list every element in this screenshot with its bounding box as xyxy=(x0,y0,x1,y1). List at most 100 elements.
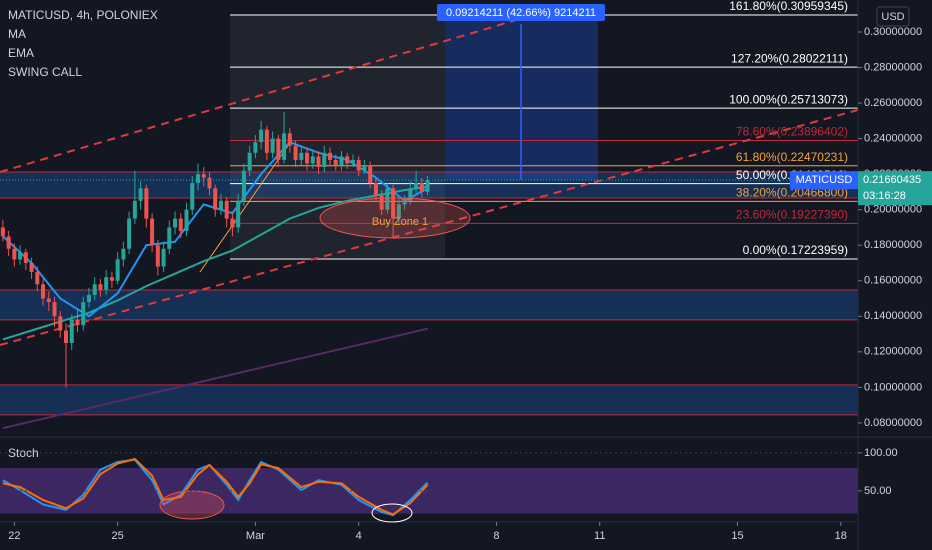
stoch-tick-label: 100.00 xyxy=(864,447,898,459)
candle-body xyxy=(339,156,344,166)
fib-label: 61.80%(0.22470231) xyxy=(736,150,848,164)
fib-label: 0.00%(0.17223959) xyxy=(743,243,848,257)
candle-body xyxy=(132,200,137,219)
line-series xyxy=(2,457,429,516)
candle-body xyxy=(419,183,424,192)
candle-body xyxy=(81,302,86,326)
y-tick-label: 0.12000000 xyxy=(864,346,922,358)
candle-body xyxy=(121,248,126,260)
y-tick-label: 0.08000000 xyxy=(864,417,922,429)
currency[interactable]: USD xyxy=(881,11,904,23)
buy-zone-label: Buy Zone 1 xyxy=(372,216,428,228)
candle-body xyxy=(322,152,327,168)
x-tick-label: 15 xyxy=(731,530,743,542)
candle-body xyxy=(178,218,183,232)
trend-line xyxy=(199,139,293,273)
candle-body xyxy=(201,174,206,178)
candle-body xyxy=(293,145,298,160)
zone xyxy=(0,384,858,415)
symbol-tag-box xyxy=(790,171,858,190)
candle-body xyxy=(327,152,333,160)
candle-body xyxy=(299,152,304,160)
y-tick-label: 0.24000000 xyxy=(864,133,922,145)
stoch-title: Stoch xyxy=(8,446,39,460)
candle-body xyxy=(236,200,241,228)
candle-body xyxy=(425,180,430,192)
candle-body xyxy=(350,159,355,164)
x-tick-label: 8 xyxy=(493,530,499,542)
candle-body xyxy=(224,200,229,219)
candle-body xyxy=(104,277,109,290)
fib-label: 161.80%(0.30959345) xyxy=(729,0,848,13)
candle-body xyxy=(195,174,201,184)
candle-body xyxy=(6,236,11,249)
stoch-circle xyxy=(371,503,413,523)
candle-body xyxy=(109,277,114,281)
candle-body xyxy=(218,200,223,210)
candle-body xyxy=(287,133,292,146)
candle-body xyxy=(379,195,384,210)
candle-body xyxy=(316,156,321,168)
candle-body xyxy=(18,252,23,260)
candle-body xyxy=(345,156,350,164)
candle-body xyxy=(362,165,367,171)
currency-button[interactable] xyxy=(876,6,910,27)
last-price-label: 0.21660435 xyxy=(863,174,921,186)
candle-body xyxy=(23,252,28,263)
candle-body xyxy=(259,129,264,143)
x-tick-label: 25 xyxy=(112,530,124,542)
y-tick-label: 0.10000000 xyxy=(864,381,922,393)
candle-body xyxy=(184,209,189,232)
candle-body xyxy=(213,188,218,210)
y-tick-label: 0.14000000 xyxy=(864,310,922,322)
candle-body xyxy=(368,165,373,184)
y-tick-label: 0.20000000 xyxy=(864,204,922,216)
candle-body xyxy=(230,218,235,228)
candle-body xyxy=(161,248,166,267)
candle-body xyxy=(155,245,160,267)
candle-body xyxy=(333,159,338,166)
candle-body xyxy=(52,302,57,317)
candle-body xyxy=(190,183,195,210)
y-tick-label: 0.30000000 xyxy=(864,26,922,38)
x-tick-label: 18 xyxy=(835,530,847,542)
candle-body xyxy=(63,330,69,343)
candle-body xyxy=(241,170,246,201)
candle-body xyxy=(144,188,149,219)
candle-body xyxy=(373,183,378,196)
candle-body xyxy=(29,262,34,272)
candle-body xyxy=(150,218,155,246)
candle-body xyxy=(75,319,80,326)
candle-body xyxy=(414,183,419,189)
candle-body xyxy=(207,177,212,189)
stoch-tick-label: 50.00 xyxy=(864,485,892,497)
candle-body xyxy=(402,200,407,205)
candle-body xyxy=(310,156,315,164)
candle-body xyxy=(391,188,396,219)
candle-body xyxy=(86,294,91,303)
fib-label: 78.60%(0.23896402) xyxy=(736,125,848,139)
y-tick-label: 0.26000000 xyxy=(864,97,922,109)
candle-body xyxy=(115,259,120,281)
candle-body xyxy=(173,218,178,228)
candle-body xyxy=(305,152,310,164)
candle-body xyxy=(396,204,401,219)
candle-body xyxy=(69,319,74,343)
line-series xyxy=(2,141,429,318)
measure-label-box xyxy=(437,4,605,21)
candle-body xyxy=(138,188,143,201)
candle-body xyxy=(0,227,5,237)
line-series xyxy=(2,185,428,341)
candle-body xyxy=(264,129,269,153)
buy-zone xyxy=(319,197,471,239)
candle-body xyxy=(408,188,413,201)
candle-body xyxy=(12,248,17,260)
candle-body xyxy=(282,133,287,160)
candle-body xyxy=(276,138,281,160)
candle-body xyxy=(35,271,40,285)
x-tick-label: 11 xyxy=(594,530,605,542)
fib-label: 127.20%(0.28022111) xyxy=(731,51,848,65)
